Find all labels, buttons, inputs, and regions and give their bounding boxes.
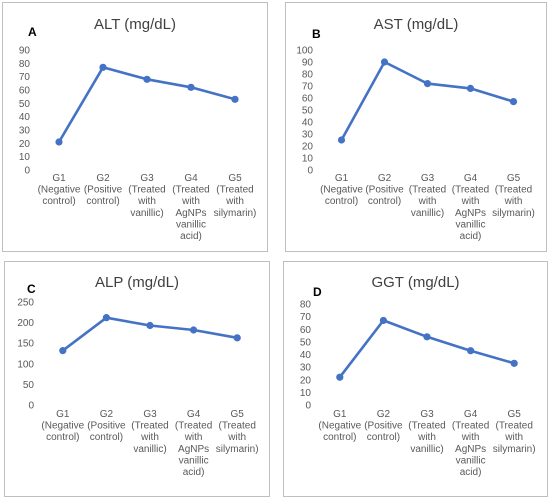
y-tick-label-d-7: 70 [300, 312, 312, 323]
x-category-label-b-4: G5 (Treated with silymarin) [492, 173, 535, 219]
data-point-a-1 [99, 63, 107, 71]
chart-panel-a: 0 10 20 30 40 50 60 70 80 90 G1 (Negative control) G2… [2, 2, 268, 252]
y-tick-label-c-2: 100 [17, 359, 34, 370]
x-category-label-d-2: G3 (Treated with vanillic) [408, 409, 445, 455]
x-category-label-a-2: G3 (Treated with vanillic) [128, 173, 165, 219]
data-point-a-0 [55, 138, 63, 146]
x-category-label-b-3: G4 (Treated with AgNPs vanillic acid) [452, 173, 489, 242]
y-tick-label-b-2: 20 [302, 142, 314, 153]
data-point-b-3 [466, 84, 475, 92]
x-category-label-a-1: G2 (Positive control) [84, 173, 123, 207]
y-tick-label-b-7: 70 [302, 82, 314, 93]
y-tick-label-d-6: 60 [300, 325, 312, 336]
chart-title-c: ALP (mg/dL) [95, 274, 179, 291]
y-tick-label-a-8: 80 [19, 59, 31, 70]
y-tick-label-c-0: 0 [28, 401, 34, 412]
y-tick-label-a-3: 30 [19, 126, 31, 137]
data-point-d-1 [379, 316, 387, 325]
x-category-label-c-4: G5 (Treated with silymarin) [216, 409, 259, 455]
chart-panel-d: 0 10 20 30 40 50 60 70 80 G1 (Negative control) G2 (P… [283, 261, 548, 497]
y-tick-label-c-1: 50 [23, 380, 35, 391]
data-point-b-4 [509, 98, 518, 106]
series-line-d [338, 319, 516, 379]
chart-svg-a: 0 10 20 30 40 50 60 70 80 90 G1 (Negative control)G2… [19, 46, 257, 243]
y-tick-label-b-3: 30 [302, 130, 314, 141]
data-point-d-2 [423, 333, 431, 341]
y-tick-label-d-1: 10 [300, 388, 312, 399]
x-category-label-a-3: G4 (Treated with AgNPs vanillic acid) [172, 173, 209, 242]
x-category-label-d-1: G2 (Positive control) [364, 409, 403, 443]
data-point-b-1 [380, 58, 389, 66]
chart-title-b: AST (mg/dL) [373, 16, 459, 33]
y-tick-label-a-7: 70 [19, 72, 31, 83]
y-tick-label-a-0: 0 [24, 166, 30, 177]
y-tick-label-a-1: 10 [19, 152, 31, 163]
chart-title-a: ALT (mg/dL) [94, 16, 176, 33]
y-tick-label-d-8: 80 [300, 300, 312, 311]
x-category-label-c-3: G4 (Treated with AgNPs vanillic acid) [175, 409, 212, 478]
y-tick-label-b-0: 0 [307, 166, 313, 177]
data-point-d-3 [467, 347, 475, 355]
y-tick-label-a-2: 20 [19, 139, 31, 150]
y-tick-label-a-4: 40 [19, 112, 31, 123]
x-category-label-d-4: G5 (Treated with silymarin) [493, 409, 536, 455]
x-category-label-c-1: G2 (Positive control) [87, 409, 126, 443]
y-tick-label-b-1: 10 [302, 154, 314, 165]
chart-title-d: GGT (mg/dL) [371, 274, 460, 291]
x-category-label-b-0: G1 (Negative control) [320, 173, 363, 207]
x-category-label-a-4: G5 (Treated with silymarin) [214, 173, 257, 219]
x-category-label-c-0: G1 (Negative control) [41, 409, 84, 443]
y-tick-label-d-3: 30 [300, 363, 312, 374]
y-tick-label-b-6: 60 [302, 94, 314, 105]
panel-letter-b: B [312, 27, 321, 41]
y-tick-label-b-5: 50 [302, 106, 314, 117]
y-tick-label-a-6: 60 [19, 86, 31, 97]
x-category-label-a-0: G1 (Negative control) [38, 173, 81, 207]
data-point-c-2 [146, 321, 154, 330]
y-tick-label-a-9: 90 [19, 46, 31, 57]
x-category-label-d-0: G1 (Negative control) [318, 409, 361, 443]
y-tick-label-d-2: 20 [300, 375, 312, 386]
series-line-b [340, 60, 515, 142]
data-point-a-3 [187, 83, 195, 91]
y-tick-label-c-3: 150 [17, 339, 34, 350]
panel-letter-a: A [28, 25, 37, 39]
y-tick-label-a-5: 50 [19, 99, 31, 110]
y-tick-label-c-5: 250 [17, 298, 34, 309]
y-tick-label-b-8: 80 [302, 70, 314, 81]
data-point-d-4 [510, 359, 518, 367]
data-point-c-3 [190, 326, 198, 334]
y-tick-label-b-9: 90 [302, 58, 314, 69]
data-point-a-4 [231, 95, 239, 103]
x-category-label-d-3: G4 (Treated with AgNPs vanillic acid) [452, 409, 489, 478]
data-point-d-0 [336, 373, 344, 381]
x-category-label-c-2: G3 (Treated with vanillic) [131, 409, 168, 455]
panel-letter-d: D [313, 285, 322, 299]
y-tick-label-d-5: 50 [300, 337, 312, 348]
y-tick-label-d-4: 40 [300, 350, 312, 361]
y-tick-label-b-4: 40 [302, 118, 314, 129]
data-point-b-2 [423, 80, 432, 88]
chart-svg-c: 0 50 100 150 200 250 G1 (Negative control)G2 (Pos… [17, 298, 259, 479]
x-category-label-b-2: G3 (Treated with vanillic) [409, 173, 446, 219]
data-point-a-2 [143, 75, 151, 83]
data-point-c-4 [233, 334, 241, 342]
data-point-c-1 [102, 314, 110, 322]
panel-letter-c: C [27, 282, 36, 296]
data-point-b-0 [337, 136, 346, 144]
y-tick-label-c-4: 200 [17, 318, 34, 329]
y-tick-label-b-10: 100 [296, 46, 313, 57]
chart-panel-b: 0 10 20 30 40 50 60 70 80 90 100 G1 (Negative control… [285, 2, 547, 252]
y-tick-label-d-0: 0 [305, 401, 311, 412]
chart-panel-c: 0 50 100 150 200 250 G1 (Negative control) G2 (Pos… [4, 261, 270, 497]
x-category-label-b-1: G2 (Positive control) [365, 173, 404, 207]
data-point-c-0 [59, 347, 67, 355]
